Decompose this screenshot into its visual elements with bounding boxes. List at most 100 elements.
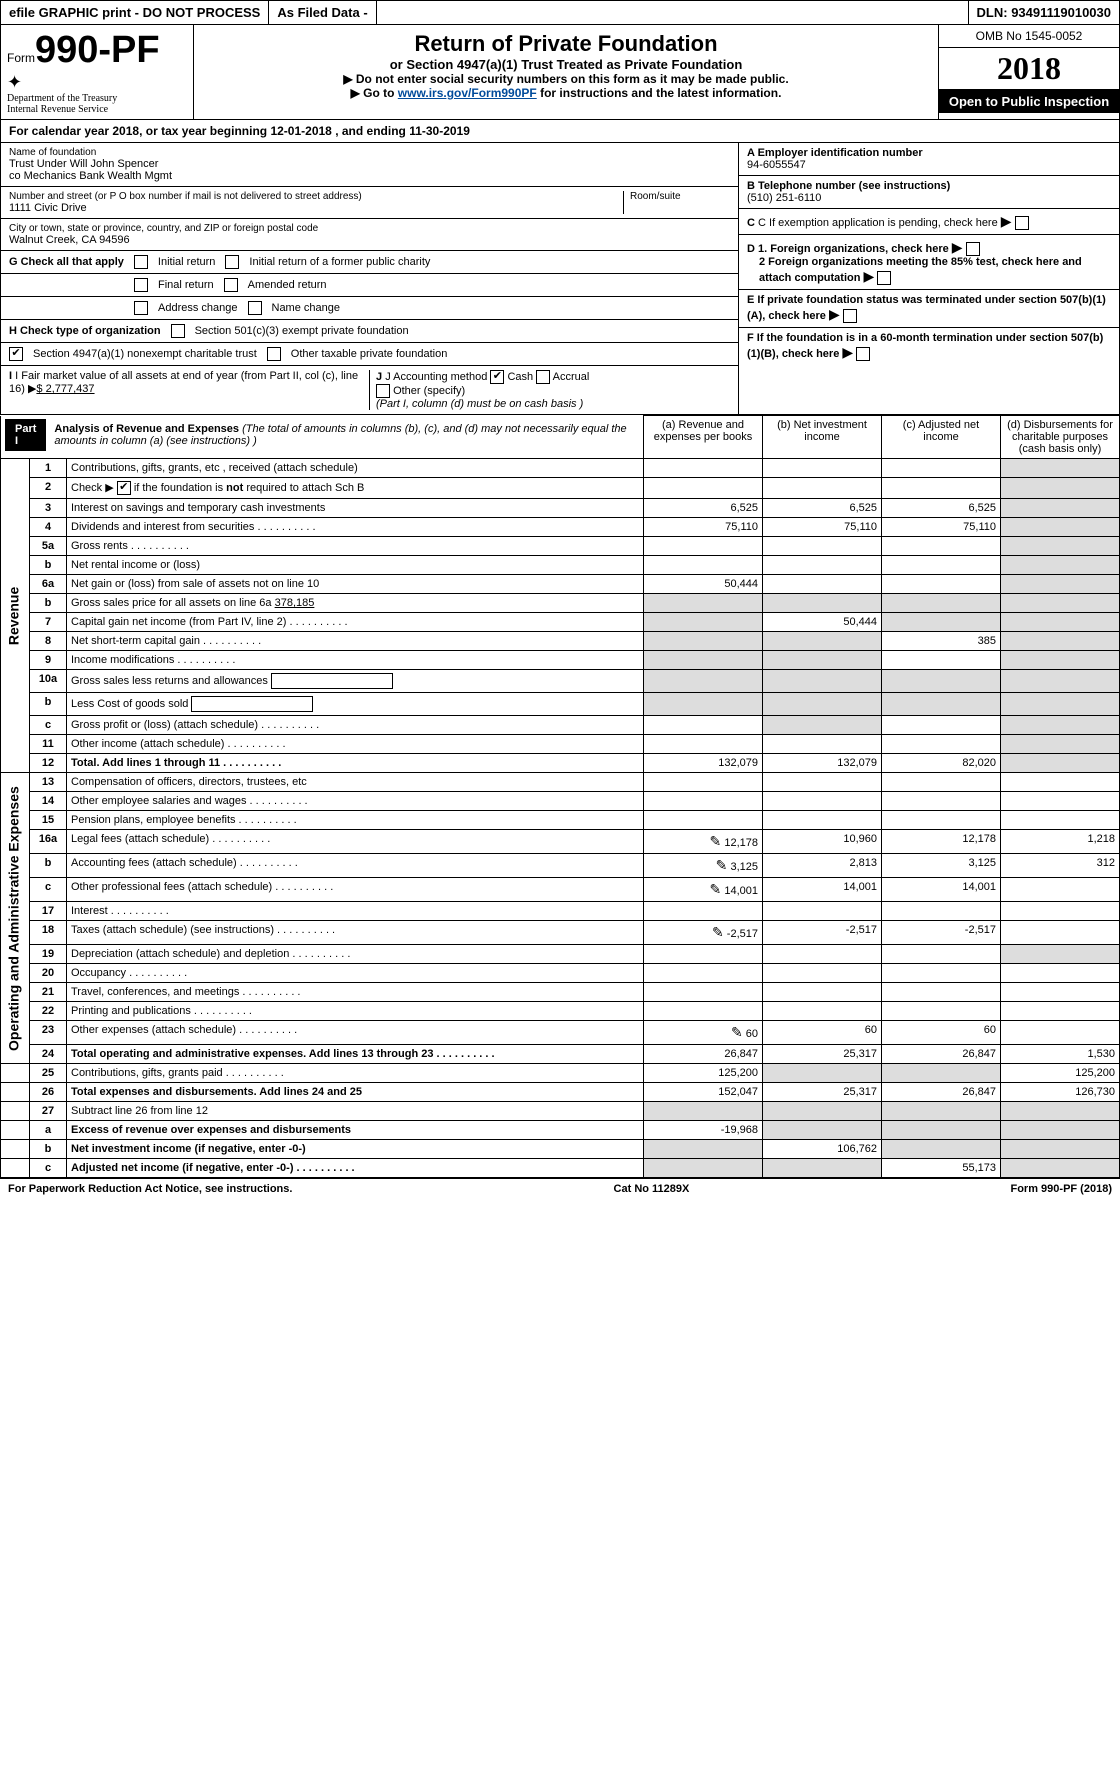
calendar-year-row: For calendar year 2018, or tax year begi… — [0, 120, 1120, 143]
r27a-num: a — [30, 1121, 67, 1140]
chk-accrual[interactable] — [536, 370, 550, 384]
foundation-name-cell: Name of foundation Trust Under Will John… — [1, 143, 738, 187]
r4-desc: Dividends and interest from securities — [67, 518, 644, 537]
chk-address[interactable] — [134, 301, 148, 315]
header-center: Return of Private Foundation or Section … — [194, 25, 938, 119]
r24-num: 24 — [30, 1045, 67, 1064]
chk-amended[interactable] — [224, 278, 238, 292]
chk-501c3[interactable] — [171, 324, 185, 338]
address-cell: Number and street (or P O box number if … — [1, 187, 738, 219]
attach-icon[interactable]: ✎ — [731, 1024, 743, 1040]
form-number: 990-PF — [35, 29, 160, 72]
g-opt-initial: Initial return — [158, 256, 215, 268]
h-other: Other taxable private foundation — [291, 348, 448, 360]
info-left: Name of foundation Trust Under Will John… — [1, 143, 738, 414]
r27-num: 27 — [30, 1102, 67, 1121]
form-header: Form 990-PF ✦ Department of the Treasury… — [0, 25, 1120, 120]
j-label: J Accounting method — [385, 371, 487, 383]
chk-cash[interactable] — [490, 370, 504, 384]
r16a-c: 12,178 — [882, 830, 1001, 854]
r9-desc: Income modifications — [67, 651, 644, 670]
r6b-num: b — [30, 594, 67, 613]
col-c: (c) Adjusted net income — [882, 416, 1001, 459]
j-note: (Part I, column (d) must be on cash basi… — [376, 398, 583, 410]
r4-b: 75,110 — [763, 518, 882, 537]
irs-link[interactable]: www.irs.gov/Form990PF — [398, 86, 537, 100]
chk-name[interactable] — [248, 301, 262, 315]
r20-num: 20 — [30, 964, 67, 983]
r14-desc: Other employee salaries and wages — [67, 792, 644, 811]
r27a-desc: Excess of revenue over expenses and disb… — [67, 1121, 644, 1140]
form-prefix: Form — [7, 51, 35, 65]
chk-other-tax[interactable] — [267, 347, 281, 361]
h-row2: Section 4947(a)(1) nonexempt charitable … — [1, 343, 738, 366]
r27c-desc: Adjusted net income (if negative, enter … — [67, 1159, 644, 1178]
r23-b: 60 — [763, 1021, 882, 1045]
chk-initial-former[interactable] — [225, 255, 239, 269]
r9-num: 9 — [30, 651, 67, 670]
r26-num: 26 — [30, 1083, 67, 1102]
r27c-c: 55,173 — [882, 1159, 1001, 1178]
part1-tag: Part I — [5, 419, 46, 451]
r7-num: 7 — [30, 613, 67, 632]
h-row: H Check type of organization Section 501… — [1, 320, 738, 343]
r16a-desc: Legal fees (attach schedule) — [67, 830, 644, 854]
box-e: E If private foundation status was termi… — [739, 290, 1119, 328]
r16c-desc: Other professional fees (attach schedule… — [67, 878, 644, 902]
ij-row: I I Fair market value of all assets at e… — [1, 366, 738, 414]
room-label: Room/suite — [630, 191, 730, 202]
attach-icon[interactable]: ✎ — [716, 857, 728, 873]
attach-icon[interactable]: ✎ — [710, 881, 722, 897]
b-val: (510) 251-6110 — [747, 192, 1111, 204]
box-c: C C If exemption application is pending,… — [739, 209, 1119, 235]
r16a-a: ✎ 12,178 — [644, 830, 763, 854]
j-accrual: Accrual — [553, 371, 590, 383]
col-b: (b) Net investment income — [763, 416, 882, 459]
dln: DLN: 93491119010030 — [969, 1, 1119, 24]
chk-final[interactable] — [134, 278, 148, 292]
chk-initial[interactable] — [134, 255, 148, 269]
r13-desc: Compensation of officers, directors, tru… — [67, 773, 644, 792]
r16a-d: 1,218 — [1001, 830, 1120, 854]
r10c-desc: Gross profit or (loss) (attach schedule) — [67, 716, 644, 735]
r23-num: 23 — [30, 1021, 67, 1045]
chk-other-acct[interactable] — [376, 384, 390, 398]
a-label: A Employer identification number — [747, 147, 1111, 159]
r6a-a: 50,444 — [644, 575, 763, 594]
chk-f[interactable] — [856, 347, 870, 361]
r2-desc: Check ▶ if the foundation is not require… — [67, 478, 644, 499]
r8-num: 8 — [30, 632, 67, 651]
r1-desc: Contributions, gifts, grants, etc , rece… — [67, 459, 644, 478]
footer-right: Form 990-PF (2018) — [1010, 1183, 1112, 1195]
g-row: G Check all that apply Initial return In… — [1, 251, 738, 274]
r27b-desc: Net investment income (if negative, ente… — [67, 1140, 644, 1159]
dept-irs: Internal Revenue Service — [7, 104, 187, 115]
r10b-desc: Less Cost of goods sold — [67, 693, 644, 716]
r3-num: 3 — [30, 499, 67, 518]
r27-desc: Subtract line 26 from line 12 — [67, 1102, 644, 1121]
c-label: C If exemption application is pending, c… — [758, 217, 998, 229]
chk-4947[interactable] — [9, 347, 23, 361]
r5a-desc: Gross rents — [67, 537, 644, 556]
r27c-num: c — [30, 1159, 67, 1178]
box-f: F If the foundation is in a 60-month ter… — [739, 328, 1119, 365]
r5b-num: b — [30, 556, 67, 575]
attach-icon[interactable]: ✎ — [712, 924, 724, 940]
chk-d1[interactable] — [966, 242, 980, 256]
a-val: 94-6055547 — [747, 159, 1111, 171]
r10b-num: b — [30, 693, 67, 716]
omb-number: OMB No 1545-0052 — [939, 25, 1119, 48]
b-label: B Telephone number (see instructions) — [747, 180, 1111, 192]
r10a-num: 10a — [30, 670, 67, 693]
chk-d2[interactable] — [877, 271, 891, 285]
g-opt-address: Address change — [158, 302, 238, 314]
chk-c[interactable] — [1015, 216, 1029, 230]
chk-e[interactable] — [843, 309, 857, 323]
attach-icon[interactable]: ✎ — [710, 833, 722, 849]
chk-schb[interactable] — [117, 481, 131, 495]
open-public: Open to Public Inspection — [939, 90, 1119, 113]
name-line2: co Mechanics Bank Wealth Mgmt — [9, 170, 730, 182]
r5b-desc: Net rental income or (loss) — [67, 556, 644, 575]
footer-mid: Cat No 11289X — [614, 1183, 690, 1195]
r13-num: 13 — [30, 773, 67, 792]
